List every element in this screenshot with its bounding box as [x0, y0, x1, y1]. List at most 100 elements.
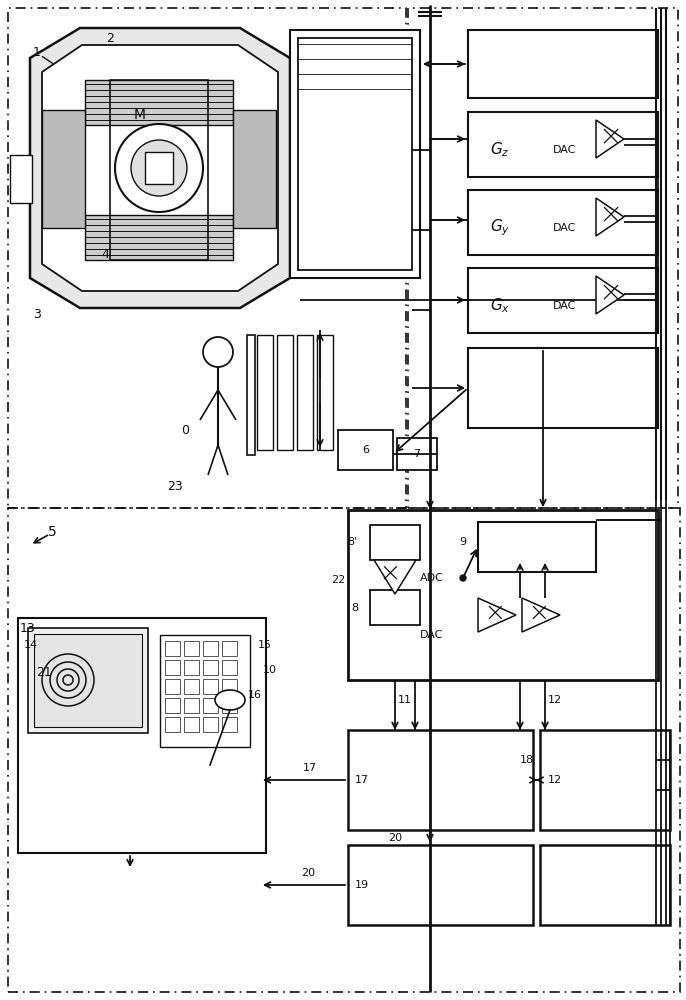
- Bar: [184, 641, 199, 656]
- Text: M: M: [134, 108, 146, 122]
- Bar: [203, 660, 218, 675]
- Text: 17: 17: [303, 763, 317, 773]
- Polygon shape: [596, 198, 624, 236]
- Bar: [468, 268, 658, 333]
- Text: DAC: DAC: [421, 630, 444, 640]
- Bar: [468, 112, 658, 177]
- Text: 20: 20: [301, 868, 315, 878]
- Bar: [18, 618, 266, 853]
- Text: 1: 1: [33, 45, 41, 58]
- Bar: [110, 80, 208, 260]
- Bar: [203, 641, 218, 656]
- Bar: [348, 845, 533, 925]
- Text: 7: 7: [414, 449, 421, 459]
- Text: 4: 4: [101, 248, 109, 261]
- Bar: [184, 660, 199, 675]
- Circle shape: [131, 140, 187, 196]
- Circle shape: [203, 337, 233, 367]
- Bar: [85, 215, 233, 260]
- Text: 14: 14: [24, 640, 38, 650]
- Text: $G_y$: $G_y$: [490, 218, 510, 238]
- Bar: [247, 335, 255, 455]
- Text: 19: 19: [355, 880, 369, 890]
- Circle shape: [115, 124, 203, 212]
- Bar: [290, 30, 420, 278]
- Polygon shape: [42, 45, 278, 291]
- Bar: [165, 717, 180, 732]
- Bar: [203, 717, 218, 732]
- Text: 21: 21: [36, 666, 52, 678]
- Bar: [468, 190, 658, 255]
- Bar: [34, 634, 142, 727]
- Polygon shape: [596, 120, 624, 158]
- Bar: [297, 335, 313, 450]
- Text: DAC: DAC: [554, 223, 577, 233]
- Bar: [222, 660, 237, 675]
- Text: 3: 3: [33, 308, 41, 322]
- Text: 23: 23: [167, 481, 183, 493]
- Bar: [8, 508, 680, 992]
- Text: 2: 2: [106, 31, 114, 44]
- Bar: [370, 525, 420, 560]
- Bar: [85, 80, 233, 125]
- Text: 12: 12: [548, 775, 562, 785]
- Bar: [222, 698, 237, 713]
- Bar: [298, 38, 412, 270]
- Bar: [165, 660, 180, 675]
- Text: $G_z$: $G_z$: [490, 141, 510, 159]
- Text: ADC: ADC: [420, 573, 444, 583]
- Bar: [145, 152, 173, 184]
- Bar: [160, 635, 250, 747]
- Circle shape: [460, 575, 466, 581]
- Bar: [540, 730, 670, 830]
- Bar: [165, 679, 180, 694]
- Text: 0: 0: [181, 424, 189, 436]
- Bar: [8, 8, 406, 508]
- Bar: [203, 698, 218, 713]
- Text: 9: 9: [459, 537, 466, 547]
- Text: $G_x$: $G_x$: [490, 297, 510, 315]
- Bar: [203, 679, 218, 694]
- Bar: [28, 628, 148, 733]
- Text: 8': 8': [348, 537, 358, 547]
- Polygon shape: [374, 560, 416, 594]
- Bar: [257, 335, 273, 450]
- Bar: [338, 430, 393, 470]
- Text: 15: 15: [258, 640, 272, 650]
- Bar: [540, 845, 670, 925]
- Polygon shape: [596, 276, 624, 314]
- Bar: [317, 335, 333, 450]
- Bar: [408, 8, 678, 508]
- Text: 5: 5: [47, 525, 56, 539]
- Text: 12: 12: [548, 695, 562, 705]
- Bar: [277, 335, 293, 450]
- Bar: [222, 679, 237, 694]
- Text: 16: 16: [248, 690, 262, 700]
- Ellipse shape: [215, 690, 245, 710]
- Text: 8: 8: [351, 603, 358, 613]
- Bar: [10, 155, 32, 203]
- Bar: [370, 590, 420, 625]
- Text: 10: 10: [263, 665, 277, 675]
- Bar: [222, 641, 237, 656]
- Bar: [184, 679, 199, 694]
- Polygon shape: [30, 28, 290, 308]
- Bar: [478, 522, 596, 572]
- Text: DAC: DAC: [554, 301, 577, 311]
- Bar: [184, 717, 199, 732]
- Bar: [233, 110, 276, 228]
- Bar: [468, 348, 658, 428]
- Text: 13: 13: [20, 621, 36, 635]
- Bar: [165, 698, 180, 713]
- Bar: [468, 30, 658, 98]
- Text: 11: 11: [398, 695, 412, 705]
- Text: 22: 22: [331, 575, 345, 585]
- Bar: [184, 698, 199, 713]
- Text: DAC: DAC: [554, 145, 577, 155]
- Text: 6: 6: [362, 445, 370, 455]
- Bar: [348, 730, 533, 830]
- Bar: [222, 717, 237, 732]
- Bar: [397, 438, 437, 470]
- Bar: [165, 641, 180, 656]
- Bar: [42, 110, 85, 228]
